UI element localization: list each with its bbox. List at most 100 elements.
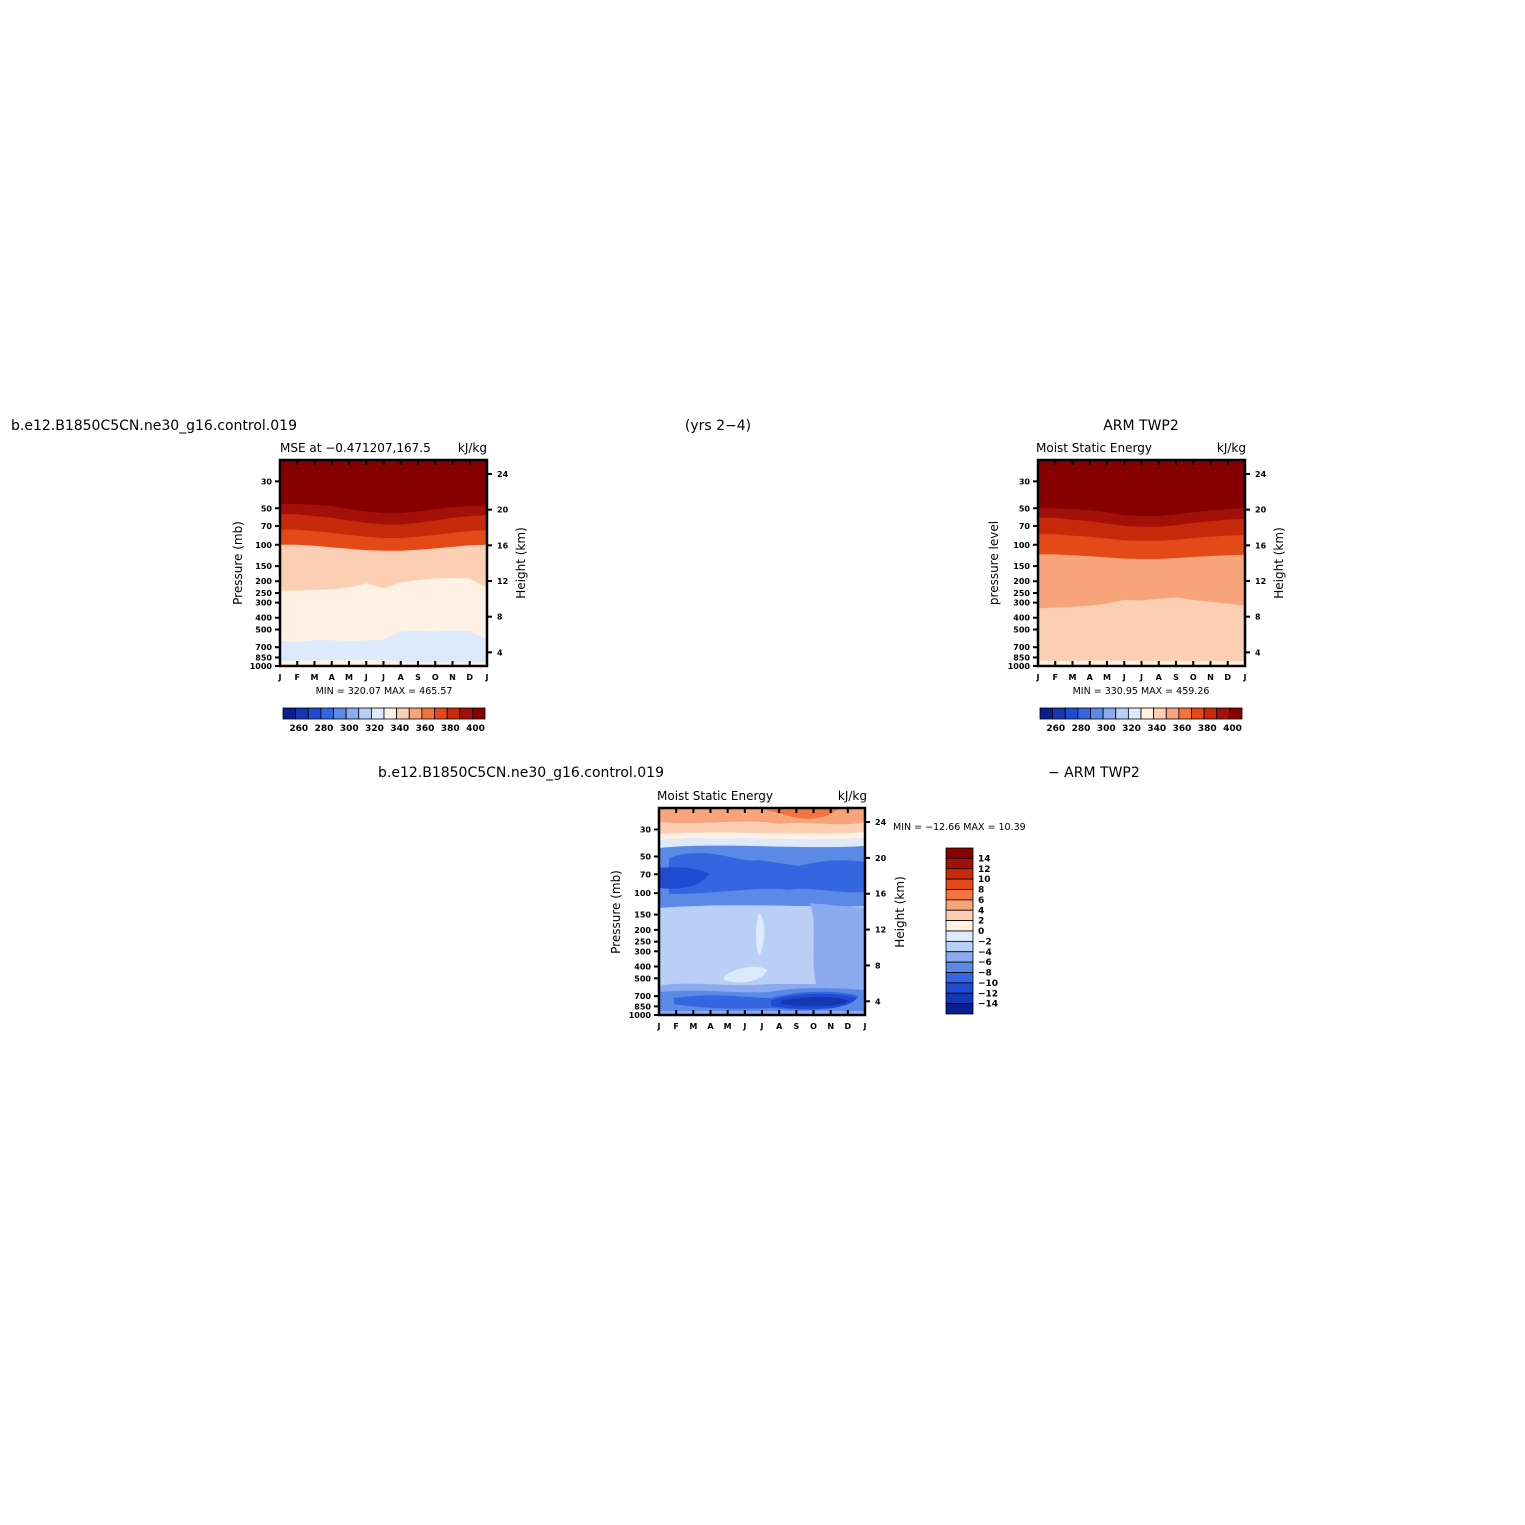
colorbar-box <box>945 899 974 911</box>
colorbar-label: 0 <box>978 927 984 937</box>
x-tick-label: M <box>311 673 319 682</box>
y-tick-label: 300 <box>1013 599 1030 608</box>
y-tick-label: 30 <box>640 825 652 834</box>
colorbar-box <box>295 707 309 720</box>
y2-tick-label: 24 <box>1255 470 1267 479</box>
y-tick-label: 70 <box>640 870 652 879</box>
panel-difference-y2label: Height (km) <box>893 876 907 947</box>
x-tick-label: A <box>1087 673 1094 682</box>
y2-tick-label: 8 <box>875 961 881 970</box>
y-tick-label: 70 <box>1019 522 1031 531</box>
colorbar-label: 260 <box>289 724 308 734</box>
colorbar-label: 12 <box>978 865 991 875</box>
y-tick-label: 150 <box>255 562 272 571</box>
colorbar-box <box>1090 707 1104 720</box>
y-tick-label: 50 <box>640 852 652 861</box>
colorbar-label: −14 <box>978 1000 998 1010</box>
colorbar-label: −8 <box>978 969 992 979</box>
y-tick-label: 850 <box>255 653 272 662</box>
x-tick-label: N <box>827 1022 834 1031</box>
y-tick-label: 250 <box>634 938 651 947</box>
x-tick-label: D <box>1224 673 1231 682</box>
panel-model-contours <box>280 460 487 666</box>
y-tick-label: 250 <box>255 589 272 598</box>
y-tick-label: 200 <box>255 577 272 586</box>
y2-tick-label: 20 <box>875 854 887 863</box>
diff-contour-region <box>659 867 709 889</box>
colorbar-label: 8 <box>978 886 984 896</box>
x-tick-label: N <box>1207 673 1214 682</box>
colorbar-box <box>945 909 974 922</box>
x-tick-label: M <box>724 1022 732 1031</box>
colorbar-box <box>358 707 372 720</box>
contour-band <box>1038 597 1245 666</box>
colorbar-box <box>446 707 461 720</box>
x-tick-label: D <box>466 673 473 682</box>
colorbar-box <box>421 707 435 720</box>
colorbar-label: −12 <box>978 989 998 999</box>
x-tick-label: J <box>381 673 385 682</box>
colorbar-label: 400 <box>466 724 485 734</box>
colorbar-box <box>945 920 974 932</box>
y-tick-label: 70 <box>261 522 273 531</box>
x-tick-label: S <box>1173 673 1179 682</box>
colorbar-label: 400 <box>1223 724 1242 734</box>
y2-tick-label: 4 <box>875 997 881 1006</box>
panel-obs-axes: J F M A M J J A S O N D J305070100150200250300400500… <box>1008 460 1267 682</box>
y2-tick-label: 20 <box>497 506 509 515</box>
colorbar-box <box>345 707 360 720</box>
y-tick-label: 400 <box>1013 614 1030 623</box>
y-tick-label: 700 <box>634 992 651 1001</box>
panel-model-y2label: Height (km) <box>514 527 528 598</box>
colorbar-box <box>945 940 974 953</box>
colorbar-box <box>1102 707 1117 720</box>
x-tick-label: J <box>364 673 368 682</box>
y2-tick-label: 20 <box>1255 506 1267 515</box>
y2-tick-label: 12 <box>1255 577 1266 586</box>
panel-model-colorbar: 260 280 300 320 340 360 380 400 <box>282 707 486 734</box>
colorbar-label: 2 <box>978 917 984 927</box>
colorbar-box <box>1216 707 1230 720</box>
x-tick-label: S <box>415 673 421 682</box>
colorbar-box <box>945 847 974 859</box>
bottom-obs-label: − ARM TWP2 <box>1048 765 1140 781</box>
colorbar-label: 260 <box>1046 724 1065 734</box>
panel-obs-title: Moist Static Energy <box>1036 441 1152 455</box>
colorbar-box <box>1153 707 1167 720</box>
y-tick-label: 100 <box>634 889 651 898</box>
colorbar-box <box>1127 707 1142 720</box>
colorbar-box <box>945 992 974 1005</box>
x-tick-label: O <box>810 1022 817 1031</box>
y-tick-label: 1000 <box>1008 662 1031 671</box>
y-tick-label: 50 <box>261 504 273 513</box>
colorbar-label: 360 <box>1173 724 1192 734</box>
colorbar-label: −10 <box>978 979 998 989</box>
y-tick-label: 100 <box>1013 541 1030 550</box>
panel-difference-stats: MIN = −12.66 MAX = 10.39 <box>893 822 1026 833</box>
colorbar-label: 6 <box>978 896 984 906</box>
x-tick-label: J <box>863 1022 867 1031</box>
colorbar-label: 10 <box>978 875 991 885</box>
colorbar-label: 380 <box>441 724 460 734</box>
y-tick-label: 200 <box>634 926 651 935</box>
y-tick-label: 400 <box>634 963 651 972</box>
colorbar-box <box>370 707 385 720</box>
y-tick-label: 150 <box>634 911 651 920</box>
x-tick-label: M <box>689 1022 697 1031</box>
x-tick-label: M <box>1069 673 1077 682</box>
y-tick-label: 30 <box>1019 477 1031 486</box>
x-tick-label: O <box>432 673 439 682</box>
colorbar-box <box>945 868 974 880</box>
panel-difference-title: Moist Static Energy <box>657 789 773 803</box>
diff-contour-region <box>659 821 865 834</box>
colorbar-box <box>1115 707 1129 720</box>
x-tick-label: J <box>1139 673 1143 682</box>
colorbar-box <box>945 982 974 994</box>
x-tick-label: N <box>449 673 456 682</box>
contour-band <box>280 630 487 666</box>
colorbar-box <box>1165 707 1180 720</box>
y-tick-label: 700 <box>1013 643 1030 652</box>
panel-obs-stats: MIN = 330.95 MAX = 459.26 <box>1073 686 1210 697</box>
y-tick-label: 700 <box>255 643 272 652</box>
